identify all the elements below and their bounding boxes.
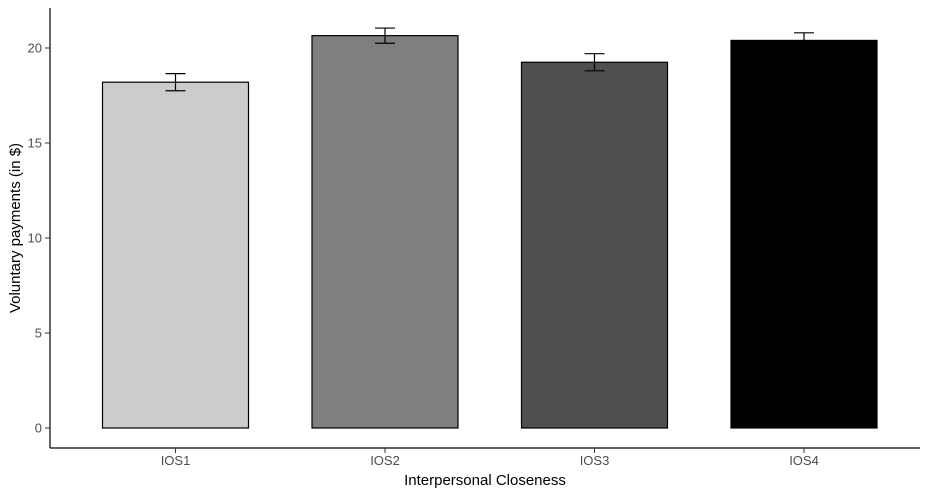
y-tick-label: 15 [28, 136, 42, 151]
y-tick-label: 0 [35, 421, 42, 436]
x-axis-ticks: IOS1 IOS2 IOS3 IOS4 [161, 448, 819, 468]
bar-ios3 [520, 61, 669, 429]
x-tick-label-ios2: IOS2 [370, 453, 400, 468]
y-tick-label: 10 [28, 231, 42, 246]
y-tick-label: 5 [35, 326, 42, 341]
y-axis-title: Voluntary payments (in $) [7, 143, 24, 313]
error-bar-ios1 [165, 73, 186, 92]
x-tick-label-ios1: IOS1 [161, 453, 191, 468]
x-axis-title: Interpersonal Closeness [404, 472, 566, 489]
x-tick-label-ios4: IOS4 [789, 453, 819, 468]
error-bar-ios4 [794, 32, 814, 49]
error-bar-ios2 [375, 27, 395, 44]
x-tick-label-ios3: IOS3 [580, 453, 610, 468]
bar-ios4 [730, 39, 878, 429]
bar-ios2 [311, 35, 459, 429]
error-bars-layer [165, 27, 814, 92]
error-bar-ios3 [584, 53, 605, 72]
y-axis-ticks: 0 5 10 15 20 [28, 41, 50, 436]
y-tick-label: 20 [28, 41, 42, 56]
bars-layer [101, 35, 878, 429]
bar-ios1 [101, 81, 250, 429]
